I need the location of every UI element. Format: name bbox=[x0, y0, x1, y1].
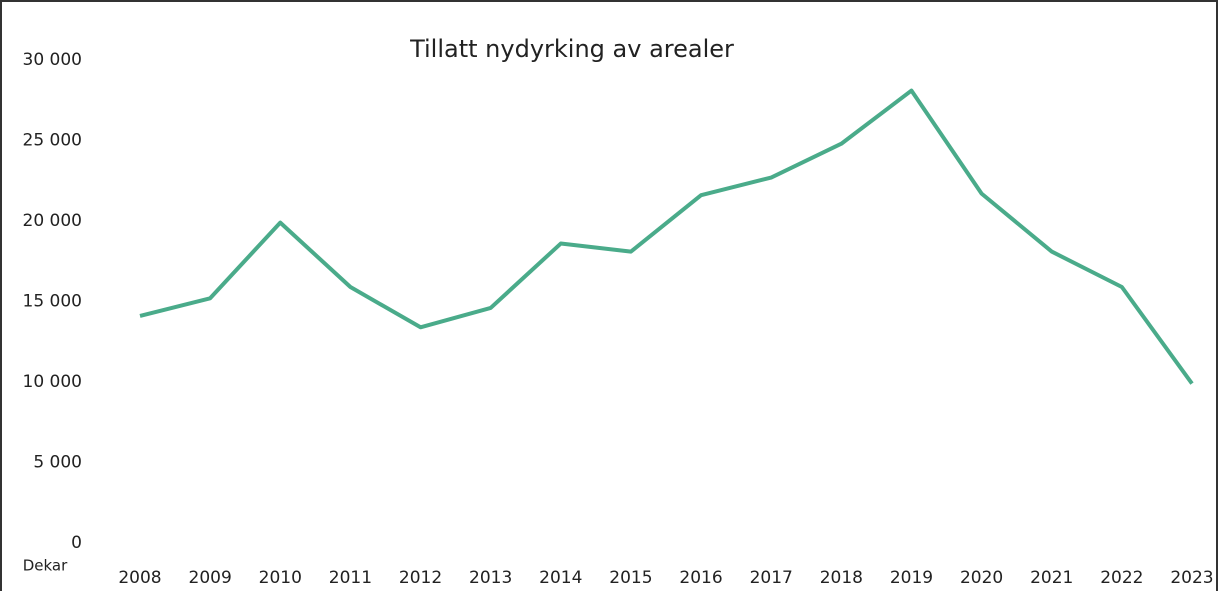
x-tick-label: 2019 bbox=[890, 568, 933, 588]
x-tick-label: 2016 bbox=[679, 568, 722, 588]
x-tick-label: 2020 bbox=[960, 568, 1003, 588]
x-tick-label: 2013 bbox=[469, 568, 512, 588]
x-tick-label: 2012 bbox=[399, 568, 442, 588]
y-tick-label: 0 bbox=[71, 533, 82, 553]
y-tick-label: 25 000 bbox=[23, 131, 82, 151]
x-tick-label: 2014 bbox=[539, 568, 582, 588]
x-tick-label: 2023 bbox=[1170, 568, 1213, 588]
y-tick-label: 5 000 bbox=[33, 453, 82, 473]
y-tick-label: 20 000 bbox=[23, 211, 82, 231]
x-tick-label: 2017 bbox=[750, 568, 793, 588]
x-tick-label: 2010 bbox=[259, 568, 302, 588]
y-tick-label: 30 000 bbox=[23, 50, 82, 70]
y-tick-label: 15 000 bbox=[23, 292, 82, 312]
x-tick-label: 2011 bbox=[329, 568, 372, 588]
x-tick-label: 2022 bbox=[1100, 568, 1143, 588]
x-tick-label: 2015 bbox=[609, 568, 652, 588]
y-tick-label: 10 000 bbox=[23, 372, 82, 392]
data-line bbox=[139, 88, 1194, 385]
x-tick-label: 2009 bbox=[189, 568, 232, 588]
chart-title: Tillatt nydyrking av arealer bbox=[409, 35, 734, 63]
x-tick-label: 2021 bbox=[1030, 568, 1073, 588]
x-tick-label: 2008 bbox=[118, 568, 161, 588]
y-axis-label: Dekar bbox=[23, 557, 68, 575]
x-tick-label: 2018 bbox=[820, 568, 863, 588]
